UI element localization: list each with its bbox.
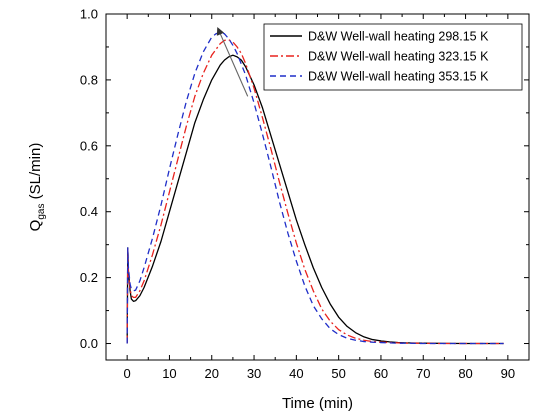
y-axis-label-unit: (SL/min): [27, 143, 44, 204]
x-tick-label: 10: [162, 366, 176, 381]
y-tick-label: 0.2: [80, 270, 98, 285]
y-axis-label-main: Q: [27, 220, 44, 232]
y-tick-label: 0.0: [80, 336, 98, 351]
x-axis-label: Time (min): [282, 395, 353, 412]
x-tick-label: 60: [374, 366, 388, 381]
legend-label-3: D&W Well-wall heating 353.15 K: [308, 70, 489, 84]
series-line-3: [126, 31, 504, 345]
series-line-2: [126, 39, 504, 345]
x-tick-label: 30: [247, 366, 261, 381]
series-line-1: [126, 54, 504, 345]
y-tick-label: 1.0: [80, 7, 98, 22]
series-layer: [126, 31, 504, 345]
x-tick-label: 90: [501, 366, 515, 381]
y-tick-label: 0.4: [80, 204, 98, 219]
y-axis-ticks: 0.0 0.2 0.4 0.6 0.8 1.0: [80, 7, 529, 351]
x-tick-label: 50: [331, 366, 345, 381]
x-tick-label: 70: [416, 366, 430, 381]
legend-box: [263, 23, 523, 91]
y-tick-label: 0.6: [80, 138, 98, 153]
legend-label-1: D&W Well-wall heating 298.15 K: [308, 30, 489, 44]
y-tick-label: 0.8: [80, 72, 98, 87]
x-tick-label: 80: [458, 366, 472, 381]
x-axis-ticks: 0 10 20 30 40 50 60 70 80 90: [124, 14, 515, 381]
y-axis-label: Qgas (SL/min): [27, 143, 47, 232]
legend: D&W Well-wall heating 298.15 K D&W Well-w…: [263, 23, 523, 91]
x-tick-label: 0: [124, 366, 131, 381]
trend-arrow: [216, 26, 249, 97]
x-tick-label: 40: [289, 366, 303, 381]
y-axis-label-subscript: gas: [36, 204, 47, 220]
legend-label-2: D&W Well-wall heating 323.15 K: [308, 50, 489, 64]
x-tick-label: 20: [205, 366, 219, 381]
